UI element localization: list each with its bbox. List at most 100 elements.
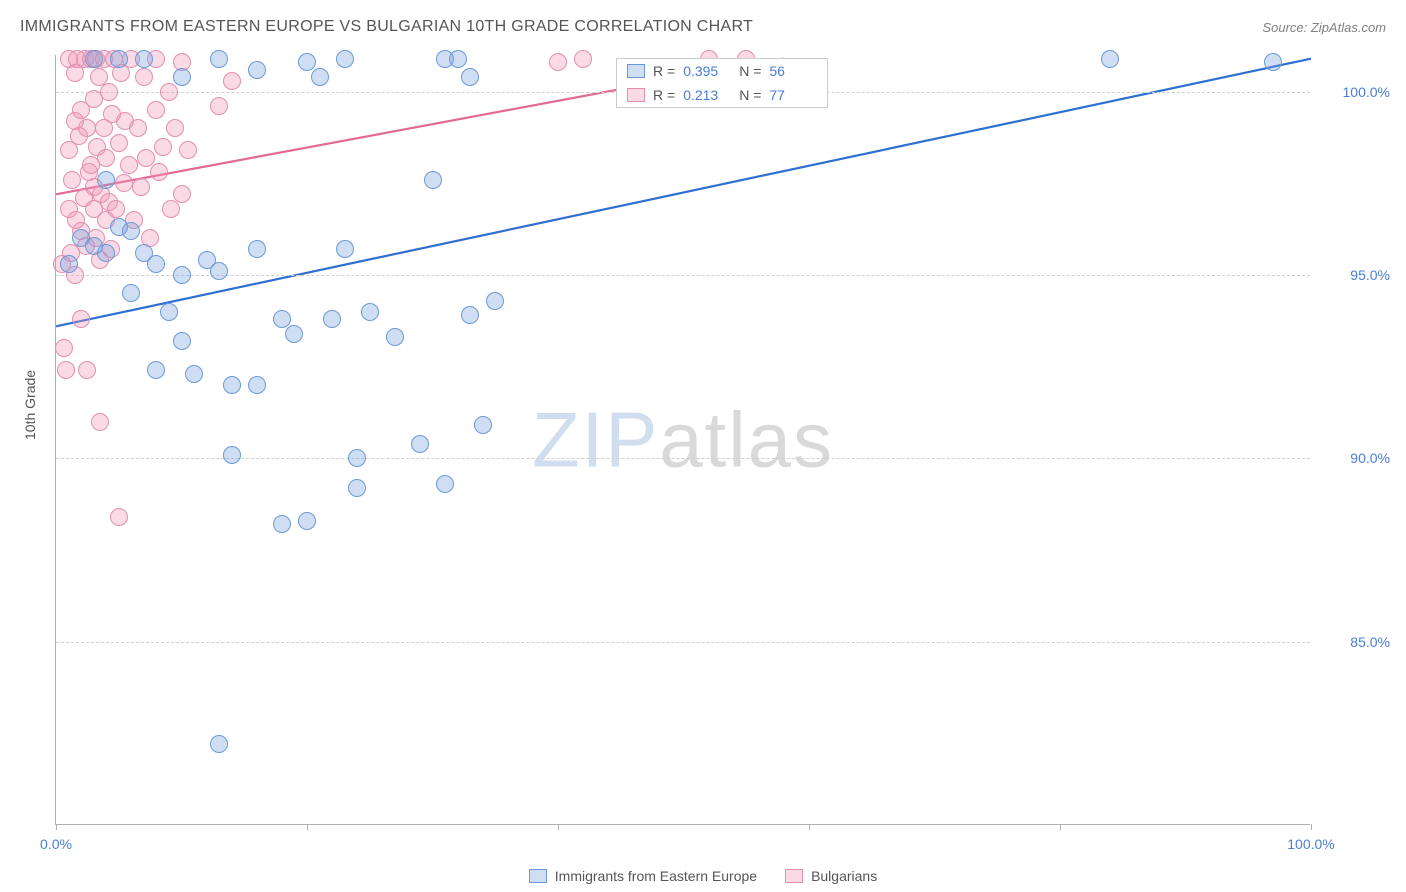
data-point (97, 244, 115, 262)
data-point (122, 222, 140, 240)
data-point (110, 508, 128, 526)
ytick-label: 90.0% (1320, 450, 1390, 466)
data-point (150, 163, 168, 181)
data-point (210, 97, 228, 115)
data-point (129, 119, 147, 137)
legend-swatch-immigrants (529, 869, 547, 883)
data-point (147, 361, 165, 379)
legend-r-value: 0.213 (683, 87, 731, 103)
data-point (1264, 53, 1282, 71)
data-point (1101, 50, 1119, 68)
data-point (486, 292, 504, 310)
data-point (173, 185, 191, 203)
data-point (424, 171, 442, 189)
data-point (55, 339, 73, 357)
data-point (273, 515, 291, 533)
data-point (97, 149, 115, 167)
legend-n-value: 56 (769, 63, 817, 79)
data-point (97, 171, 115, 189)
data-point (85, 50, 103, 68)
legend-swatch (627, 88, 645, 102)
data-point (173, 332, 191, 350)
data-point (110, 134, 128, 152)
ytick-label: 95.0% (1320, 267, 1390, 283)
data-point (298, 512, 316, 530)
legend-label-immigrants: Immigrants from Eastern Europe (555, 868, 757, 884)
data-point (436, 475, 454, 493)
data-point (120, 156, 138, 174)
data-point (135, 68, 153, 86)
legend-label-bulgarians: Bulgarians (811, 868, 877, 884)
legend-swatch-bulgarians (785, 869, 803, 883)
xtick (1060, 824, 1061, 830)
xtick-label: 0.0% (40, 836, 72, 852)
legend-r-label: R = (653, 63, 675, 79)
data-point (574, 50, 592, 68)
data-point (147, 101, 165, 119)
data-point (461, 306, 479, 324)
data-point (474, 416, 492, 434)
data-point (166, 119, 184, 137)
data-point (336, 240, 354, 258)
data-point (135, 50, 153, 68)
data-point (386, 328, 404, 346)
data-point (63, 171, 81, 189)
legend-n-label: N = (739, 87, 761, 103)
data-point (273, 310, 291, 328)
data-point (361, 303, 379, 321)
data-point (323, 310, 341, 328)
legend-item-immigrants: Immigrants from Eastern Europe (529, 868, 757, 884)
data-point (285, 325, 303, 343)
data-point (348, 479, 366, 497)
data-point (115, 174, 133, 192)
data-point (110, 50, 128, 68)
data-point (91, 413, 109, 431)
data-point (210, 50, 228, 68)
xtick (1311, 824, 1312, 830)
xtick (56, 824, 57, 830)
xtick (307, 824, 308, 830)
data-point (173, 68, 191, 86)
legend-r-label: R = (653, 87, 675, 103)
legend-n-label: N = (739, 63, 761, 79)
bottom-legend: Immigrants from Eastern Europe Bulgarian… (0, 868, 1406, 884)
xtick-label: 100.0% (1287, 836, 1334, 852)
data-point (179, 141, 197, 159)
gridline (56, 275, 1310, 276)
trend-lines (56, 55, 1310, 824)
data-point (311, 68, 329, 86)
gridline (56, 458, 1310, 459)
data-point (160, 83, 178, 101)
data-point (147, 255, 165, 273)
data-point (248, 61, 266, 79)
ytick-label: 85.0% (1320, 634, 1390, 650)
data-point (223, 376, 241, 394)
data-point (348, 449, 366, 467)
plot-area: ZIPatlas 85.0%90.0%95.0%100.0%0.0%100.0%… (55, 55, 1310, 825)
data-point (248, 376, 266, 394)
legend-item-bulgarians: Bulgarians (785, 868, 877, 884)
data-point (461, 68, 479, 86)
data-point (449, 50, 467, 68)
data-point (60, 255, 78, 273)
xtick (809, 824, 810, 830)
data-point (132, 178, 150, 196)
data-point (173, 266, 191, 284)
data-point (107, 200, 125, 218)
data-point (100, 83, 118, 101)
data-point (122, 284, 140, 302)
data-point (72, 310, 90, 328)
data-point (223, 446, 241, 464)
legend-r-value: 0.395 (683, 63, 731, 79)
data-point (137, 149, 155, 167)
data-point (210, 735, 228, 753)
data-point (185, 365, 203, 383)
legend-n-value: 77 (769, 87, 817, 103)
gridline (56, 642, 1310, 643)
data-point (160, 303, 178, 321)
data-point (154, 138, 172, 156)
ytick-label: 100.0% (1320, 84, 1390, 100)
title-bar: IMMIGRANTS FROM EASTERN EUROPE VS BULGAR… (20, 18, 1386, 36)
data-point (78, 361, 96, 379)
data-point (336, 50, 354, 68)
